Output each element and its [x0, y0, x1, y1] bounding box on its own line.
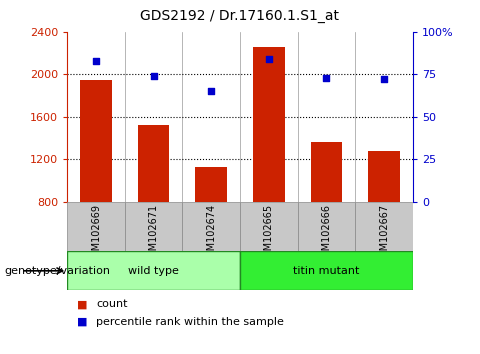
- Bar: [298, 202, 355, 251]
- Text: ■: ■: [77, 317, 87, 327]
- Point: [150, 73, 157, 79]
- Bar: [182, 202, 240, 251]
- Text: GSM102671: GSM102671: [149, 204, 158, 263]
- Bar: [311, 142, 342, 202]
- Text: GSM102669: GSM102669: [91, 204, 101, 263]
- Text: GSM102665: GSM102665: [264, 204, 274, 263]
- Text: wild type: wild type: [128, 266, 179, 276]
- Point: [323, 75, 330, 81]
- Text: GSM102666: GSM102666: [322, 204, 331, 263]
- Text: count: count: [96, 299, 128, 309]
- Bar: [80, 80, 112, 202]
- Bar: [240, 202, 298, 251]
- Text: GSM102667: GSM102667: [379, 204, 389, 263]
- Bar: [355, 202, 413, 251]
- Bar: [67, 202, 125, 251]
- Bar: [253, 47, 285, 202]
- Bar: [125, 202, 182, 251]
- Point: [265, 56, 273, 62]
- Bar: [240, 251, 413, 290]
- Bar: [195, 167, 227, 202]
- Text: ■: ■: [77, 299, 87, 309]
- Text: GSM102674: GSM102674: [206, 204, 216, 263]
- Text: titin mutant: titin mutant: [293, 266, 360, 276]
- Bar: [67, 251, 240, 290]
- Text: percentile rank within the sample: percentile rank within the sample: [96, 317, 284, 327]
- Point: [380, 76, 388, 82]
- Bar: [368, 151, 400, 202]
- Point: [92, 58, 100, 64]
- Text: genotype/variation: genotype/variation: [5, 266, 111, 276]
- Text: GDS2192 / Dr.17160.1.S1_at: GDS2192 / Dr.17160.1.S1_at: [141, 9, 339, 23]
- Point: [207, 88, 215, 94]
- Bar: [138, 125, 169, 202]
